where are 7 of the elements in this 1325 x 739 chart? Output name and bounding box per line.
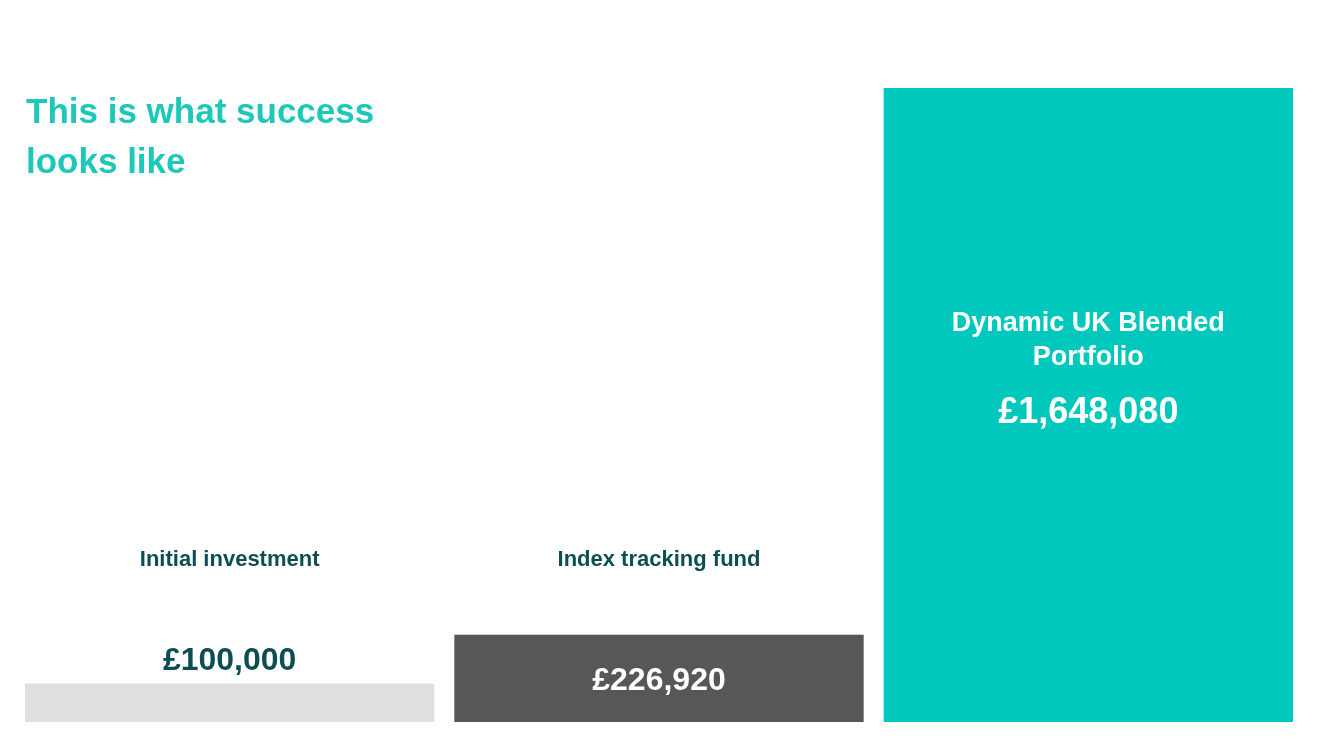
data-label: £1,648,080 <box>998 389 1179 431</box>
x-tick-label: Dynamic UK Blended Portfolio <box>951 307 1225 372</box>
text: This is what success looks like <box>26 91 375 180</box>
data-label: £226,920 <box>592 660 726 697</box>
x-tick-label: Initial investment <box>139 546 321 571</box>
x-tick-label: Index tracking fund <box>557 546 761 571</box>
data-label: £100,000 <box>162 640 297 677</box>
